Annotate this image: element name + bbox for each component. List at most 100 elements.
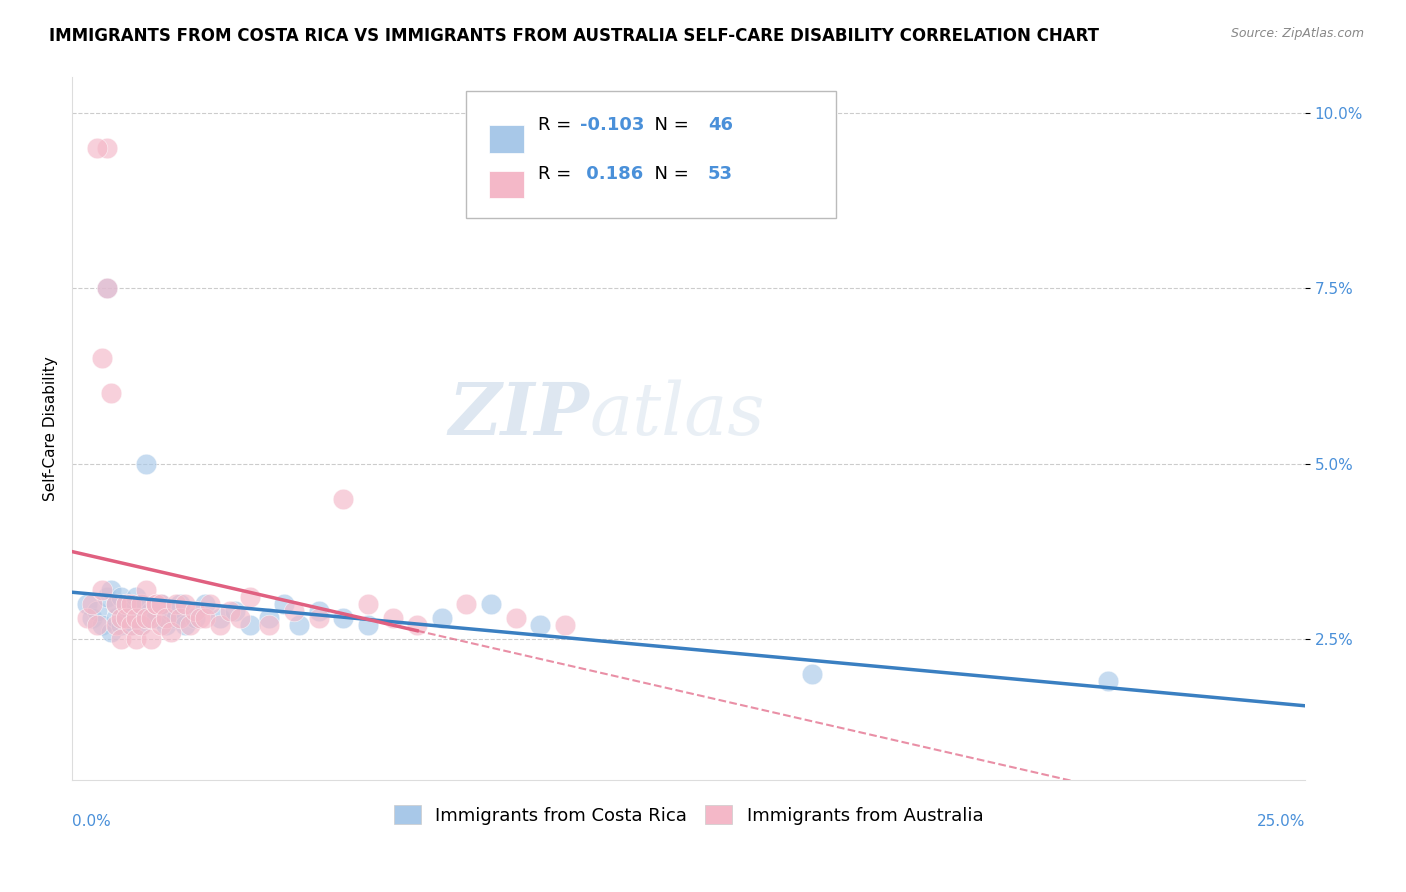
Point <box>224 604 246 618</box>
Point <box>165 597 187 611</box>
Point <box>238 590 260 604</box>
Point <box>96 141 118 155</box>
Point <box>120 597 142 611</box>
Text: N =: N = <box>643 165 695 184</box>
Point <box>259 618 281 632</box>
Point <box>115 611 138 625</box>
Point <box>273 597 295 611</box>
Point <box>288 618 311 632</box>
Point <box>155 618 177 632</box>
Point <box>381 611 404 625</box>
Point <box>238 618 260 632</box>
Point <box>125 611 148 625</box>
Point <box>332 491 354 506</box>
Point <box>135 611 157 625</box>
Point <box>283 604 305 618</box>
Point <box>218 604 240 618</box>
Point <box>184 611 207 625</box>
Point <box>96 590 118 604</box>
Point <box>120 618 142 632</box>
Point <box>479 597 502 611</box>
Text: IMMIGRANTS FROM COSTA RICA VS IMMIGRANTS FROM AUSTRALIA SELF-CARE DISABILITY COR: IMMIGRANTS FROM COSTA RICA VS IMMIGRANTS… <box>49 27 1099 45</box>
Text: 53: 53 <box>709 165 733 184</box>
Point <box>115 597 138 611</box>
Point <box>188 611 211 625</box>
Point <box>149 597 172 611</box>
Point <box>96 281 118 295</box>
Point <box>120 604 142 618</box>
Point <box>430 611 453 625</box>
Text: 0.0%: 0.0% <box>72 814 111 830</box>
Text: -0.103: -0.103 <box>579 116 644 134</box>
Legend: Immigrants from Costa Rica, Immigrants from Australia: Immigrants from Costa Rica, Immigrants f… <box>385 797 993 834</box>
Point <box>76 611 98 625</box>
Point <box>96 281 118 295</box>
Text: Source: ZipAtlas.com: Source: ZipAtlas.com <box>1230 27 1364 40</box>
Point <box>110 590 132 604</box>
Point <box>139 611 162 625</box>
Point <box>105 597 128 611</box>
Point <box>1097 674 1119 689</box>
Point <box>159 625 181 640</box>
Point <box>165 611 187 625</box>
Point <box>105 611 128 625</box>
Point <box>169 597 191 611</box>
Point <box>120 618 142 632</box>
Point <box>129 597 152 611</box>
Point <box>90 351 112 366</box>
Point <box>100 625 122 640</box>
Point <box>100 386 122 401</box>
Point <box>174 618 197 632</box>
Point <box>159 604 181 618</box>
Point <box>456 597 478 611</box>
Point <box>86 604 108 618</box>
Point <box>406 618 429 632</box>
Point <box>139 632 162 647</box>
Point <box>105 618 128 632</box>
Point <box>135 582 157 597</box>
Point <box>129 618 152 632</box>
Point <box>228 611 250 625</box>
Text: 25.0%: 25.0% <box>1257 814 1305 830</box>
Text: R =: R = <box>538 165 576 184</box>
Point <box>105 597 128 611</box>
Point <box>529 618 551 632</box>
Text: N =: N = <box>643 116 695 134</box>
Point <box>145 597 167 611</box>
Point <box>208 611 231 625</box>
Point <box>100 582 122 597</box>
Point <box>80 611 103 625</box>
Point <box>179 618 201 632</box>
Point <box>194 597 217 611</box>
FancyBboxPatch shape <box>467 92 837 218</box>
Point <box>145 611 167 625</box>
Point <box>208 618 231 632</box>
FancyBboxPatch shape <box>489 171 524 198</box>
Point <box>194 611 217 625</box>
Point <box>90 582 112 597</box>
Text: atlas: atlas <box>589 379 765 450</box>
Point <box>800 667 823 681</box>
Point <box>125 611 148 625</box>
Text: ZIP: ZIP <box>449 379 589 450</box>
Point <box>125 632 148 647</box>
Point <box>110 618 132 632</box>
Point <box>308 604 330 618</box>
Point <box>86 141 108 155</box>
Point <box>135 611 157 625</box>
Point <box>86 618 108 632</box>
Point <box>505 611 527 625</box>
Point <box>308 611 330 625</box>
Point <box>90 618 112 632</box>
Point <box>145 597 167 611</box>
Point <box>259 611 281 625</box>
Point <box>110 611 132 625</box>
Y-axis label: Self-Care Disability: Self-Care Disability <box>44 356 58 501</box>
Point <box>110 632 132 647</box>
Point <box>155 611 177 625</box>
Point <box>149 618 172 632</box>
Point <box>357 618 380 632</box>
Point <box>184 604 207 618</box>
Text: 46: 46 <box>709 116 733 134</box>
Point <box>554 618 576 632</box>
